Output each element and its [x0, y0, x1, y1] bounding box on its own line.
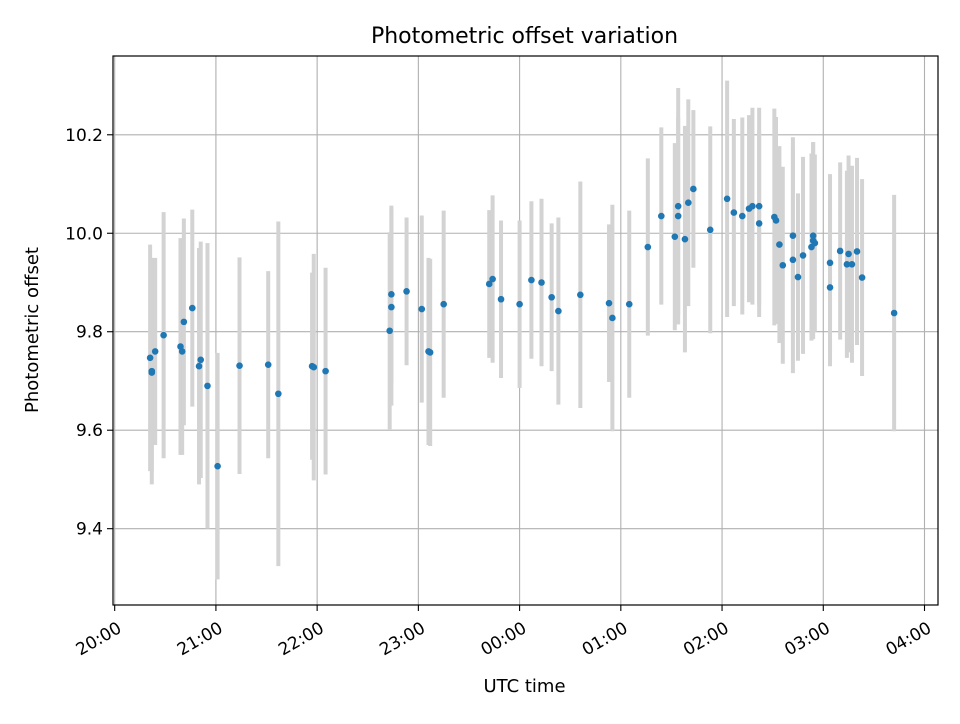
data-point: [195, 362, 203, 370]
plot-frame: [112, 55, 939, 606]
data-point: [418, 305, 426, 313]
data-point: [723, 195, 731, 203]
data-point: [789, 232, 797, 240]
data-point: [690, 185, 697, 193]
data-point: [658, 212, 665, 220]
data-point: [555, 307, 562, 315]
y-tick-label: 10.2: [65, 126, 103, 146]
data-point: [853, 248, 861, 255]
data-point: [528, 276, 535, 284]
data-point: [310, 363, 318, 371]
data-point: [779, 261, 787, 269]
data-point: [826, 284, 834, 291]
data-point: [440, 300, 447, 308]
data-point: [890, 309, 898, 317]
data-point: [605, 299, 613, 307]
data-point: [160, 331, 167, 339]
data-point: [489, 275, 496, 283]
data-point: [685, 199, 692, 207]
data-point: [388, 291, 395, 298]
data-point: [485, 280, 493, 288]
data-points: [146, 185, 898, 470]
data-point: [214, 462, 221, 470]
chart-title: Photometric offset variation: [371, 24, 678, 49]
data-point: [322, 367, 329, 375]
data-point: [749, 202, 756, 210]
data-point: [236, 362, 243, 370]
data-point: [180, 318, 188, 326]
data-point: [609, 314, 616, 322]
data-point: [644, 243, 652, 251]
data-point: [811, 239, 819, 247]
data-point: [681, 235, 689, 243]
data-point: [178, 348, 186, 355]
data-point: [738, 212, 746, 220]
data-point: [858, 274, 866, 281]
data-point: [548, 293, 555, 301]
data-point: [386, 327, 393, 335]
data-point: [845, 250, 852, 258]
data-point: [789, 256, 797, 264]
data-point: [577, 291, 584, 299]
data-point: [204, 382, 211, 390]
data-point: [843, 260, 851, 268]
data-point: [403, 288, 410, 295]
data-point: [426, 349, 434, 356]
data-point: [772, 217, 780, 224]
data-point: [674, 202, 682, 210]
data-point: [146, 354, 154, 362]
data-point: [538, 279, 545, 286]
data-point: [275, 390, 282, 398]
data-point: [706, 226, 714, 234]
data-point: [755, 202, 763, 210]
y-tick-label: 9.4: [76, 520, 103, 540]
data-point: [516, 300, 523, 308]
data-point: [730, 209, 738, 216]
data-point: [671, 233, 679, 241]
data-point: [836, 247, 844, 255]
y-axis-label: Photometric offset: [22, 247, 43, 413]
data-point: [151, 348, 159, 355]
data-point: [188, 304, 196, 312]
data-point: [794, 273, 802, 281]
y-tick-label: 9.6: [76, 421, 103, 441]
data-point: [755, 220, 763, 227]
data-point: [625, 300, 633, 308]
data-point: [826, 259, 834, 267]
data-point: [497, 295, 505, 303]
data-point: [388, 303, 395, 311]
x-axis-label: UTC time: [483, 676, 565, 697]
data-point: [848, 260, 856, 268]
data-point: [148, 367, 156, 375]
data-point: [809, 232, 817, 240]
data-point: [197, 356, 205, 364]
data-point: [264, 361, 272, 369]
data-point: [674, 212, 682, 220]
y-axis-ticks: 9.4 9.6 9.8 10.0 10.2: [65, 126, 113, 540]
data-point: [799, 252, 807, 259]
data-point: [776, 241, 783, 248]
y-tick-label: 10.0: [65, 224, 103, 244]
y-tick-label: 9.8: [76, 323, 103, 343]
